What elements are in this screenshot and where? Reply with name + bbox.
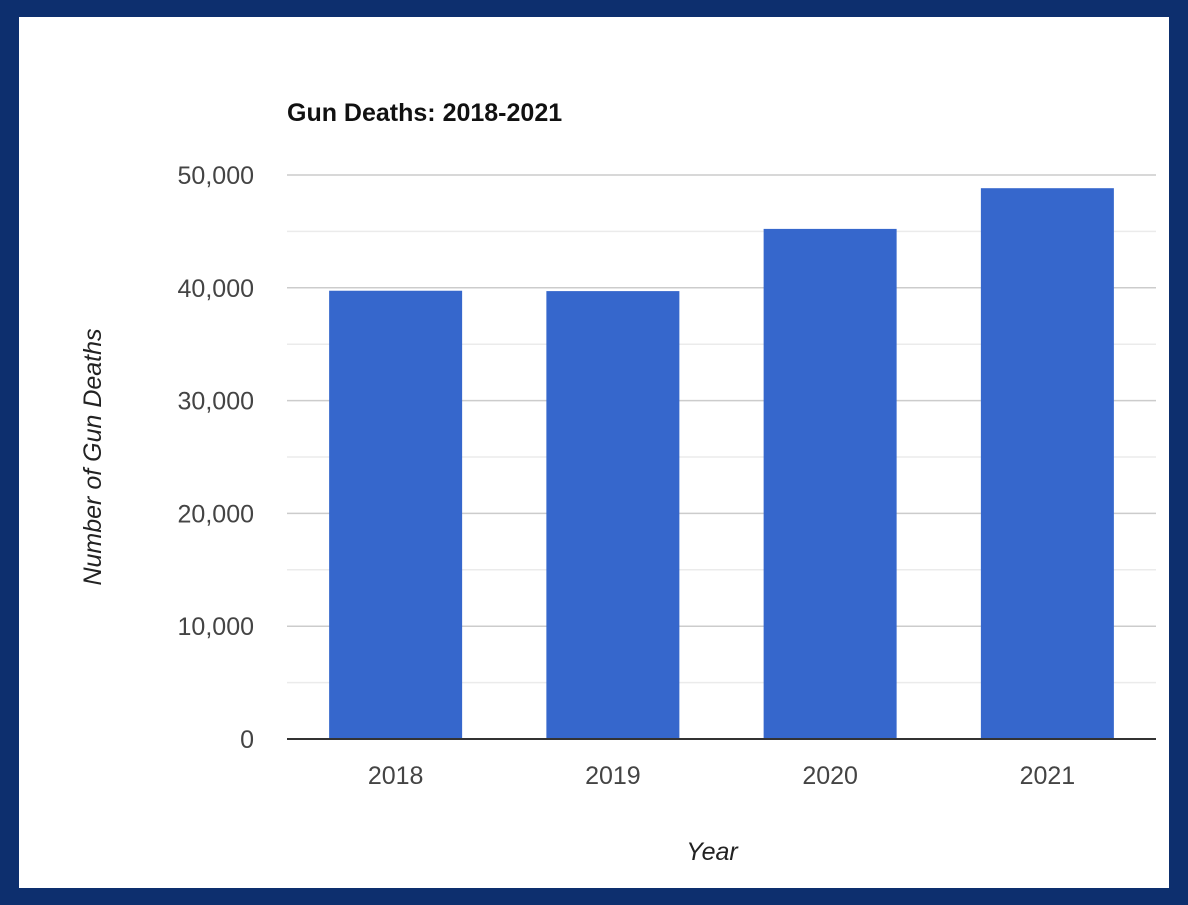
- bar-2018: [329, 290, 463, 739]
- y-tick-label: 50,000: [178, 162, 254, 190]
- x-tick-label: 2021: [1020, 762, 1076, 790]
- bar-2021: [980, 188, 1114, 739]
- y-tick-label: 20,000: [178, 500, 254, 528]
- bars: [329, 188, 1114, 739]
- chart-title: Gun Deaths: 2018-2021: [287, 99, 562, 127]
- x-tick-label: 2020: [802, 762, 858, 790]
- bar-2020: [763, 228, 897, 739]
- x-tick-label: 2019: [585, 762, 641, 790]
- x-tick-label: 2018: [368, 762, 424, 790]
- bar-2019: [546, 291, 680, 739]
- y-tick-label: 10,000: [178, 613, 254, 641]
- y-tick-label: 30,000: [178, 388, 254, 416]
- x-tick-labels: 2018 2019 2020 2021: [368, 762, 1075, 790]
- y-tick-label: 0: [240, 726, 254, 754]
- y-tick-labels: 0 10,000 20,000 30,000 40,000 50,000: [178, 162, 254, 754]
- y-axis-label: Number of Gun Deaths: [79, 328, 107, 585]
- x-axis-label: Year: [686, 838, 739, 866]
- y-tick-label: 40,000: [178, 275, 254, 303]
